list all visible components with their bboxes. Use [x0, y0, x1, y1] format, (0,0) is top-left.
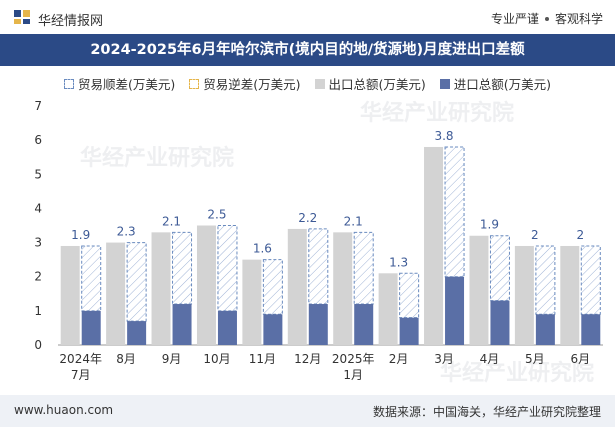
x-tick-label: 5月 — [525, 352, 545, 366]
surplus-bar — [353, 231, 374, 305]
surplus-bar — [217, 225, 238, 312]
data-label: 1.9 — [71, 228, 90, 242]
surplus-bar — [399, 272, 420, 319]
legend-swatch-export — [314, 78, 325, 89]
legend-label-export: 出口总额(万美元) — [328, 77, 426, 92]
data-label: 1.9 — [480, 218, 499, 232]
export-bar — [60, 245, 80, 345]
surplus-bar — [126, 242, 147, 322]
x-tick-label: 2025年 — [332, 352, 375, 366]
data-label: 2 — [531, 228, 539, 242]
export-bar — [242, 259, 262, 345]
import-bar — [263, 314, 283, 345]
export-bar — [151, 232, 171, 345]
x-tick-label: 10月 — [203, 352, 230, 366]
x-tick-label: 2月 — [389, 352, 409, 366]
brand-name: 华经情报网 — [38, 13, 104, 29]
import-bar — [445, 276, 465, 345]
y-tick-label: 1 — [34, 304, 42, 318]
export-bar — [560, 245, 580, 345]
chart-legend: 贸易顺差(万美元) 贸易逆差(万美元) 出口总额(万美元) 进口总额(万美元) — [0, 74, 615, 93]
legend-label-import: 进口总额(万美元) — [453, 77, 552, 92]
import-bar — [490, 300, 510, 345]
x-tick-label: 2024年 — [59, 352, 102, 366]
export-bar — [378, 273, 398, 345]
chart-title: 2024-2025年6月年哈尔滨市(境内目的地/货源地)月度进出口差额 — [90, 42, 525, 58]
x-tick-label: 8月 — [116, 352, 136, 366]
legend-item-surplus[interactable]: 贸易顺差(万美元) — [63, 74, 176, 93]
y-tick-label: 5 — [34, 167, 42, 181]
import-bar — [308, 304, 328, 345]
legend-item-import[interactable]: 进口总额(万美元) — [439, 74, 552, 93]
data-label: 3.8 — [434, 129, 453, 143]
import-bar — [81, 310, 101, 345]
logo-icon — [12, 8, 32, 30]
footer: www.huaon.com 数据来源：中国海关，华经产业研究院整理 — [0, 395, 615, 427]
import-bar — [399, 317, 419, 345]
data-label: 2.1 — [344, 214, 363, 228]
tagline: 专业严谨 客观科学 — [491, 10, 603, 27]
data-label: 2.2 — [298, 211, 317, 225]
y-tick-label: 7 — [34, 99, 42, 113]
surplus-bar — [444, 146, 465, 278]
export-bar — [514, 245, 534, 345]
legend-item-export[interactable]: 出口总额(万美元) — [314, 74, 426, 93]
y-tick-label: 6 — [34, 133, 42, 147]
data-label: 1.3 — [389, 255, 408, 269]
legend-swatch-deficit — [189, 78, 200, 89]
separator-dot-icon — [544, 16, 549, 21]
surplus-bar — [262, 259, 283, 315]
tagline-left: 专业严谨 — [490, 12, 539, 26]
tagline-right: 客观科学 — [554, 12, 603, 26]
x-tick-label: 4月 — [480, 352, 500, 366]
import-bar — [217, 310, 237, 345]
y-tick-label: 0 — [34, 338, 42, 352]
export-bar — [424, 146, 444, 345]
surplus-bar — [535, 245, 556, 315]
surplus-bar — [308, 228, 329, 305]
surplus-bar — [580, 245, 601, 315]
export-bar — [287, 228, 307, 345]
legend-swatch-import — [439, 78, 450, 89]
brand[interactable]: 华经情报网 — [12, 8, 103, 30]
data-label: 2.3 — [117, 225, 136, 239]
data-label: 2.5 — [207, 208, 226, 222]
import-bar — [581, 314, 601, 345]
export-bar — [333, 232, 353, 345]
export-bar — [469, 235, 489, 345]
data-label: 2.1 — [162, 214, 181, 228]
import-bar — [172, 304, 192, 345]
top-bar: 华经情报网 专业严谨 客观科学 — [0, 0, 615, 34]
import-bar — [127, 321, 147, 345]
y-tick-label: 4 — [34, 201, 42, 215]
surplus-bar — [172, 231, 193, 305]
legend-item-deficit[interactable]: 贸易逆差(万美元) — [189, 74, 301, 93]
legend-swatch-surplus — [63, 78, 74, 89]
title-bar: 2024-2025年6月年哈尔滨市(境内目的地/货源地)月度进出口差额 — [0, 34, 615, 66]
surplus-bar — [489, 235, 510, 302]
y-tick-label: 3 — [34, 236, 42, 250]
x-tick-label: 11月 — [249, 352, 276, 366]
footer-source: 数据来源：中国海关，华经产业研究院整理 — [372, 405, 601, 419]
x-tick-label: 1月 — [343, 368, 363, 382]
footer-website[interactable]: www.huaon.com — [14, 403, 114, 417]
import-bar — [535, 314, 555, 345]
data-label: 1.6 — [253, 242, 272, 256]
x-tick-label: 7月 — [71, 368, 91, 382]
x-tick-label: 12月 — [294, 352, 321, 366]
export-bar — [106, 242, 126, 345]
export-bar — [196, 225, 216, 345]
legend-label-deficit: 贸易逆差(万美元) — [203, 77, 301, 92]
surplus-bar — [81, 245, 102, 312]
data-label: 2 — [576, 228, 584, 242]
legend-label-surplus: 贸易顺差(万美元) — [77, 77, 176, 92]
x-tick-label: 9月 — [162, 352, 182, 366]
x-tick-label: 3月 — [434, 352, 454, 366]
import-bar — [354, 304, 374, 345]
y-tick-label: 2 — [34, 270, 42, 284]
x-tick-label: 6月 — [570, 352, 590, 366]
